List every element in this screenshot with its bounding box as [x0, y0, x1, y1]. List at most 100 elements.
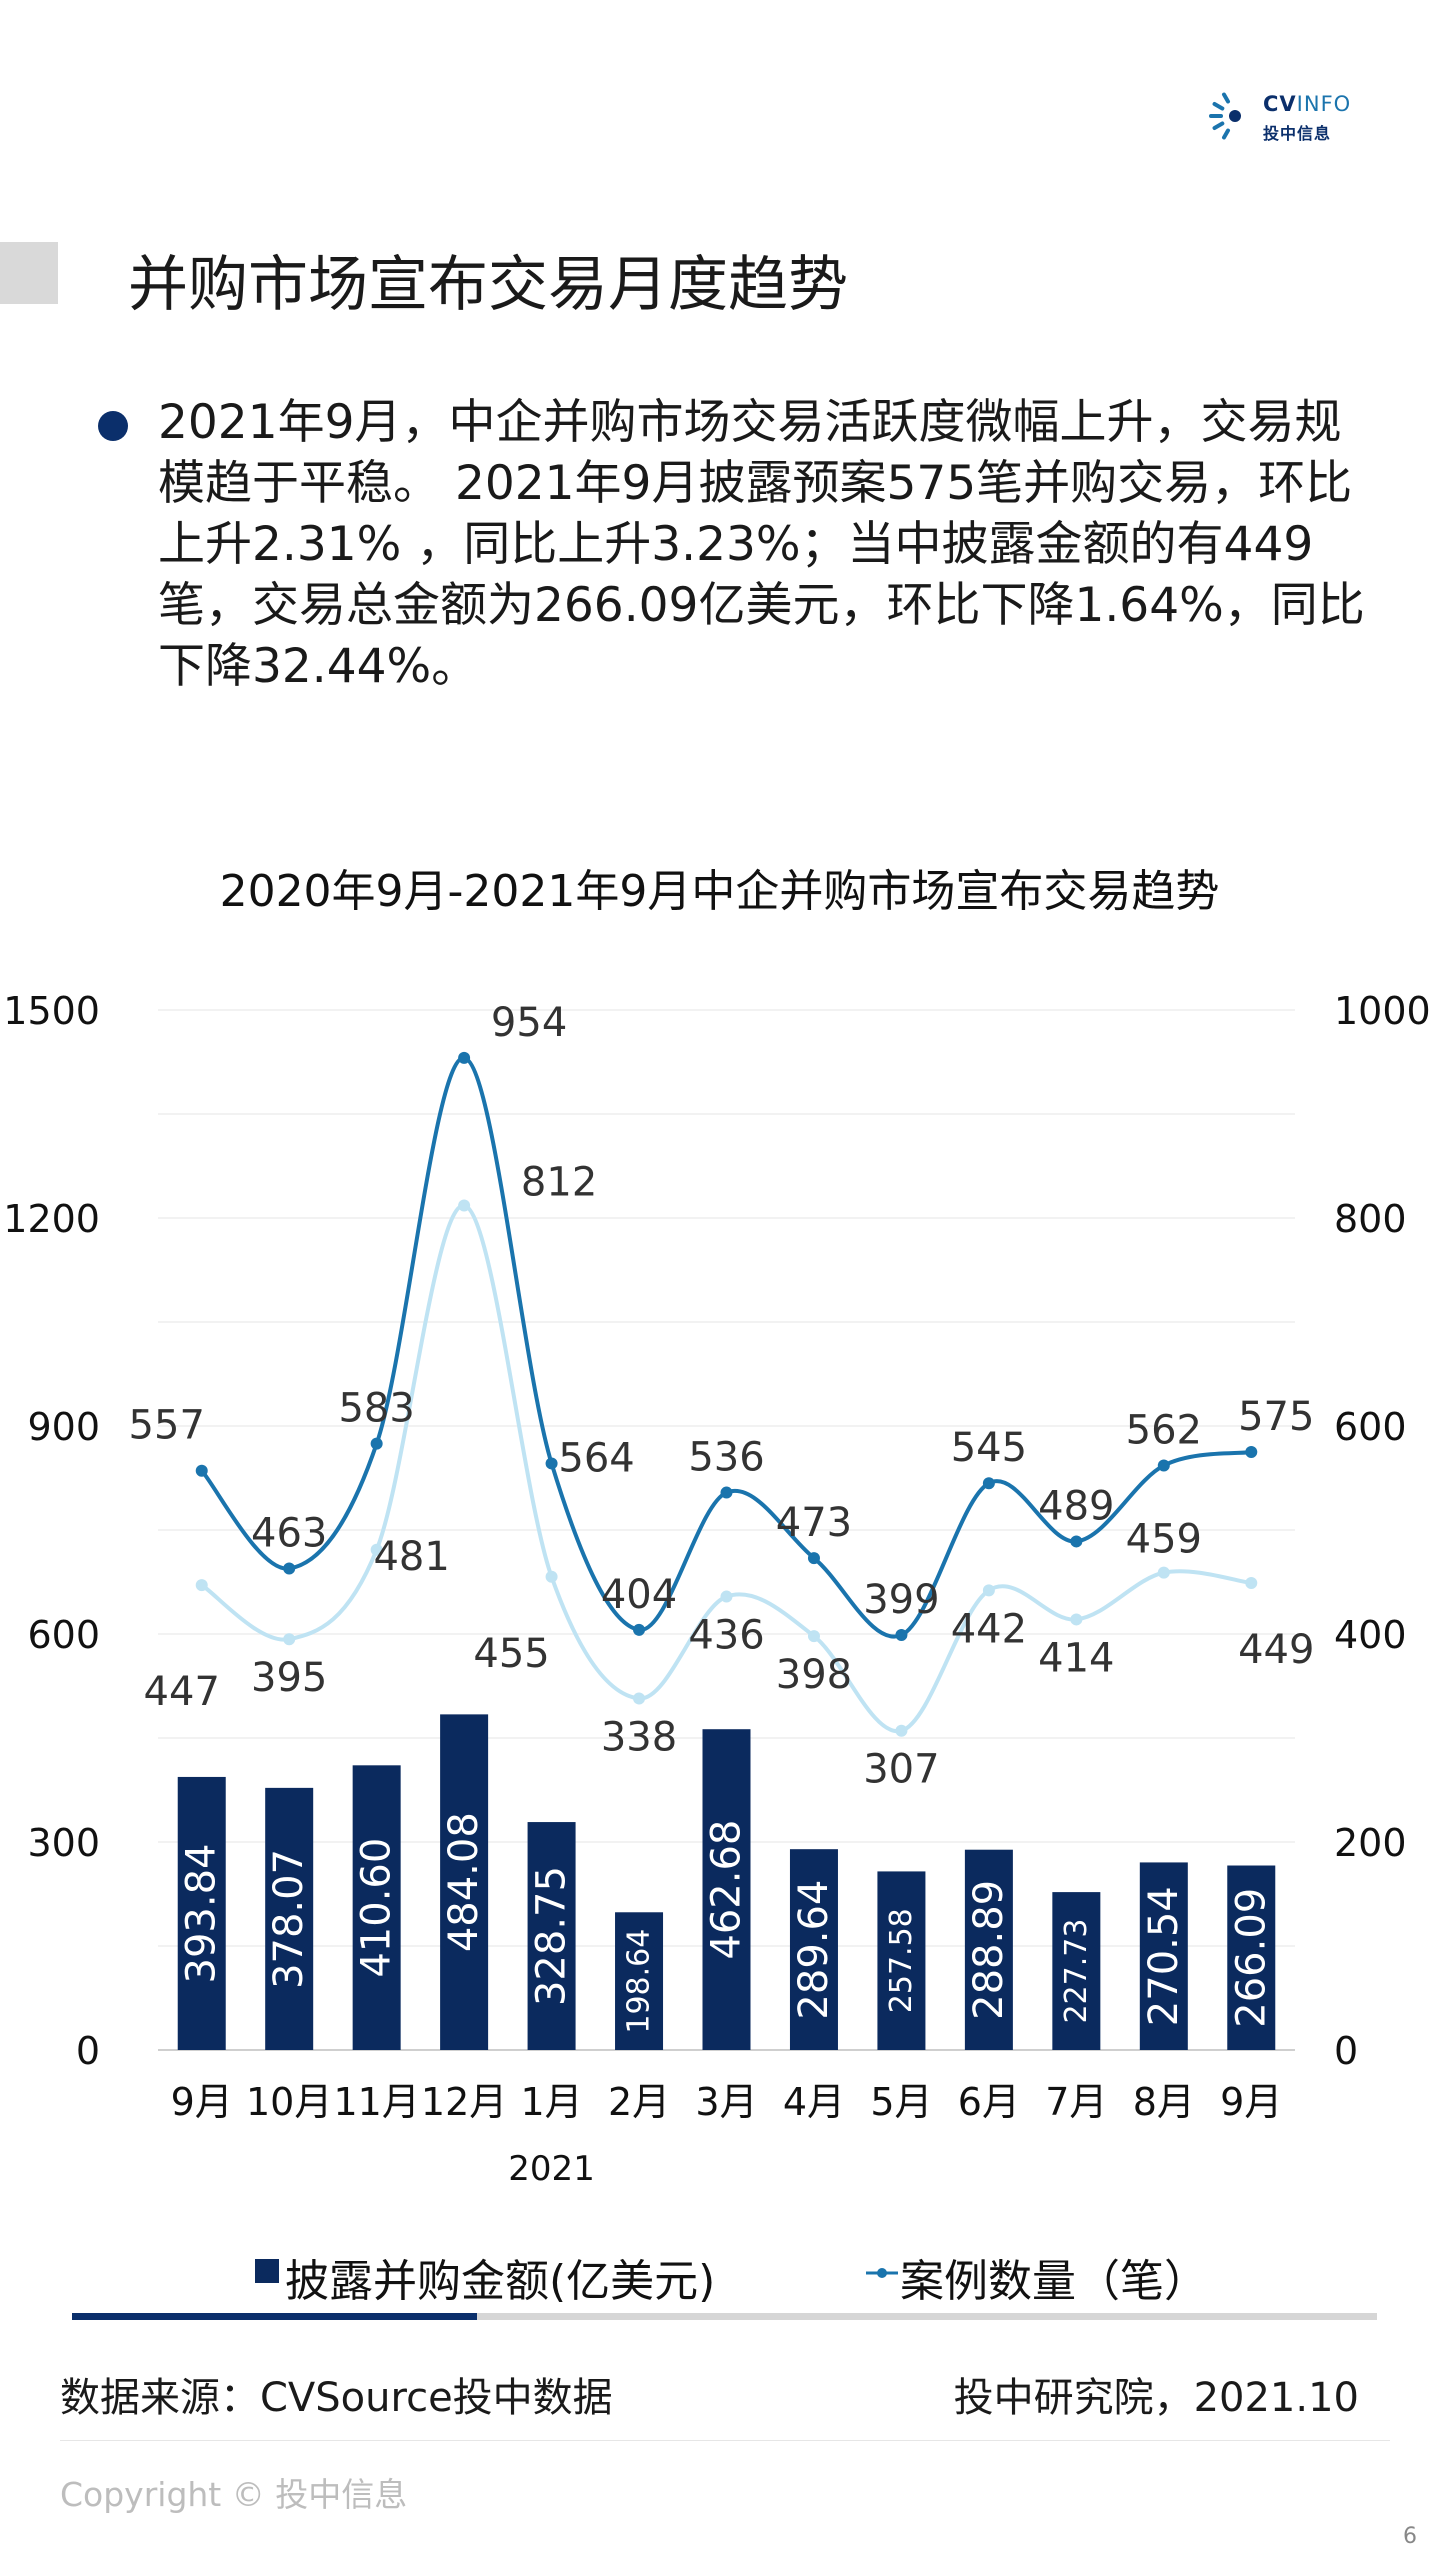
data-source: 数据来源：CVSource投中数据: [60, 2375, 613, 2421]
series-line-count: [200, 1055, 1252, 1639]
count-data-label: 575: [1238, 1394, 1314, 1440]
x-tick-label: 6月: [958, 2080, 1020, 2124]
footer-divider: [60, 2440, 1390, 2441]
x-tick-label: 9月: [171, 2080, 233, 2124]
line-point: [1245, 1577, 1258, 1590]
y-left-tick-label: 900: [27, 1405, 100, 1449]
series-line-disclosed-count: [200, 1203, 1252, 1733]
disclosed-count-data-label: 449: [1238, 1627, 1314, 1673]
line-point: [807, 1630, 820, 1643]
bar: [440, 1714, 489, 2050]
x-tick-label: 9月: [1220, 2080, 1282, 2124]
report-credit: 投中研究院，2021.10: [953, 2375, 1359, 2421]
disclosed-count-data-label: 436: [688, 1613, 764, 1659]
line-point: [283, 1633, 296, 1646]
x-tick-label: 7月: [1045, 2080, 1107, 2124]
bar-value-label: 378.07: [266, 1849, 312, 1989]
cvinfo-logo-icon: [1209, 92, 1241, 140]
count-data-label: 545: [951, 1425, 1027, 1471]
count-data-label: 954: [491, 1000, 567, 1046]
line-point: [283, 1562, 296, 1575]
legend-bar-swatch: [255, 2259, 279, 2283]
count-data-label: 583: [338, 1386, 414, 1432]
disclosed-count-data-label: 338: [601, 1714, 677, 1760]
y-right-tick-label: 1000: [1334, 989, 1431, 1033]
page-title: 并购市场宣布交易月度趋势: [128, 250, 848, 320]
page-number: 6: [1403, 2524, 1417, 2549]
line-point: [370, 1437, 383, 1450]
line-point: [720, 1486, 733, 1499]
line-point: [982, 1584, 995, 1597]
bar: [1139, 1862, 1188, 2050]
line-point: [458, 1051, 471, 1064]
bar: [702, 1729, 751, 2050]
bar-value-label: 410.60: [354, 1838, 400, 1978]
y-right-tick-label: 800: [1334, 1197, 1407, 1241]
bar-value-label: 393.84: [179, 1843, 225, 1983]
x-tick-label: 5月: [870, 2080, 932, 2124]
count-data-label: 489: [1038, 1483, 1114, 1529]
bar: [877, 1871, 926, 2050]
legend-line-swatch: [866, 2268, 898, 2278]
bar-value-label: 462.68: [704, 1820, 750, 1960]
disclosed-count-data-label: 307: [863, 1747, 939, 1793]
disclosed-count-data-label: 442: [951, 1606, 1027, 1652]
title-accent-bar: [0, 242, 58, 304]
line-point: [720, 1590, 733, 1603]
count-data-label: 562: [1126, 1408, 1202, 1454]
y-left-tick-label: 1500: [3, 989, 100, 1033]
line-point: [807, 1552, 820, 1565]
line-point: [633, 1623, 646, 1636]
line-point: [982, 1477, 995, 1490]
bar: [1052, 1892, 1101, 2050]
combo-chart: 0 300 600 900 1200 1500 0 200 400 600 800 1000 393.8…: [3, 989, 1431, 2189]
line-point: [195, 1464, 208, 1477]
line-point: [895, 1724, 908, 1737]
cvinfo-logo: CVINFO 投中信息: [1205, 88, 1355, 144]
bar: [964, 1849, 1013, 2050]
x-year-label: 2021: [508, 2149, 595, 2189]
bar: [789, 1849, 838, 2050]
bar-value-label: 289.64: [791, 1880, 837, 2020]
count-data-label: 404: [601, 1572, 677, 1618]
line-point: [545, 1570, 558, 1583]
copyright: Copyright © 投中信息: [60, 2475, 408, 2514]
x-tick-label: 12月: [421, 2080, 507, 2124]
count-data-label: 557: [129, 1403, 205, 1449]
x-tick-label: 2月: [608, 2080, 670, 2124]
line-point: [1070, 1535, 1083, 1548]
legend-label-count: 案例数量（笔）: [900, 2256, 1208, 2307]
y-right-tick-label: 200: [1334, 1821, 1407, 1865]
progress-fill: [72, 2313, 477, 2320]
line-point: [545, 1457, 558, 1470]
line-point: [195, 1579, 208, 1592]
chart-title: 2020年9月-2021年9月中企并购市场宣布交易趋势: [219, 866, 1220, 917]
disclosed-count-data-label: 459: [1126, 1517, 1202, 1563]
bar-value-label: 227.73: [1059, 1919, 1094, 2024]
bar-value-label: 198.64: [622, 1929, 657, 2034]
bar-value-label: 270.54: [1141, 1886, 1187, 2026]
bar-value-label: 288.89: [966, 1880, 1012, 2020]
line-point: [1070, 1613, 1083, 1626]
disclosed-count-data-label: 455: [473, 1631, 549, 1677]
bar: [615, 1912, 664, 2050]
x-tick-label: 8月: [1133, 2080, 1195, 2124]
line-point: [1245, 1446, 1258, 1458]
bar: [1227, 1865, 1276, 2050]
line-point: [1157, 1566, 1170, 1579]
count-data-label: 536: [688, 1435, 764, 1481]
legend-label-amount: 披露并购金额(亿美元): [285, 2256, 716, 2307]
disclosed-count-data-label: 414: [1038, 1635, 1114, 1681]
y-left-tick-label: 0: [76, 2029, 100, 2073]
disclosed-count-data-label: 447: [144, 1669, 220, 1715]
logo-wordmark: CVINFO: [1263, 92, 1352, 116]
line-point: [458, 1199, 471, 1212]
progress-bar: [72, 2313, 1377, 2320]
count-data-label: 564: [558, 1435, 634, 1481]
line-point: [895, 1629, 908, 1642]
line-point: [1157, 1459, 1170, 1472]
x-tick-label: 10月: [246, 2080, 332, 2124]
disclosed-count-data-label: 398: [776, 1652, 852, 1698]
y-left-tick-label: 300: [27, 1821, 100, 1865]
y-right-tick-label: 0: [1334, 2029, 1358, 2073]
